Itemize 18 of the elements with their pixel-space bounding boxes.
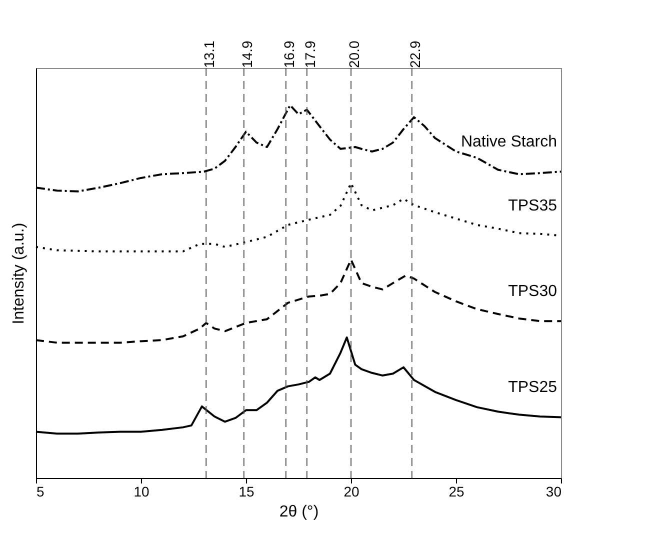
ref-line-label: 14.9 <box>238 40 255 68</box>
x-tick-label: 25 <box>448 484 464 500</box>
ref-line-label: 13.1 <box>201 40 218 68</box>
x-tick-label: 10 <box>134 484 150 500</box>
x-tick-label: 5 <box>36 484 44 500</box>
x-tick-label: 20 <box>344 484 360 500</box>
series-label: TPS35 <box>508 198 558 215</box>
ref-line-label: 20.0 <box>346 40 362 68</box>
series-label: TPS25 <box>508 379 558 396</box>
ref-line-label: 16.9 <box>280 40 297 68</box>
x-tick-label: 15 <box>238 484 254 500</box>
y-axis-title: Intensity (a.u.) <box>10 222 28 324</box>
x-axis-title: 2θ (°) <box>279 504 319 520</box>
series-label: TPS30 <box>508 283 558 300</box>
ref-line-label: 17.9 <box>302 40 318 68</box>
x-tick-label: 30 <box>546 484 562 500</box>
series-label: Native Starch <box>460 134 557 151</box>
ref-line-label: 22.9 <box>406 40 423 68</box>
